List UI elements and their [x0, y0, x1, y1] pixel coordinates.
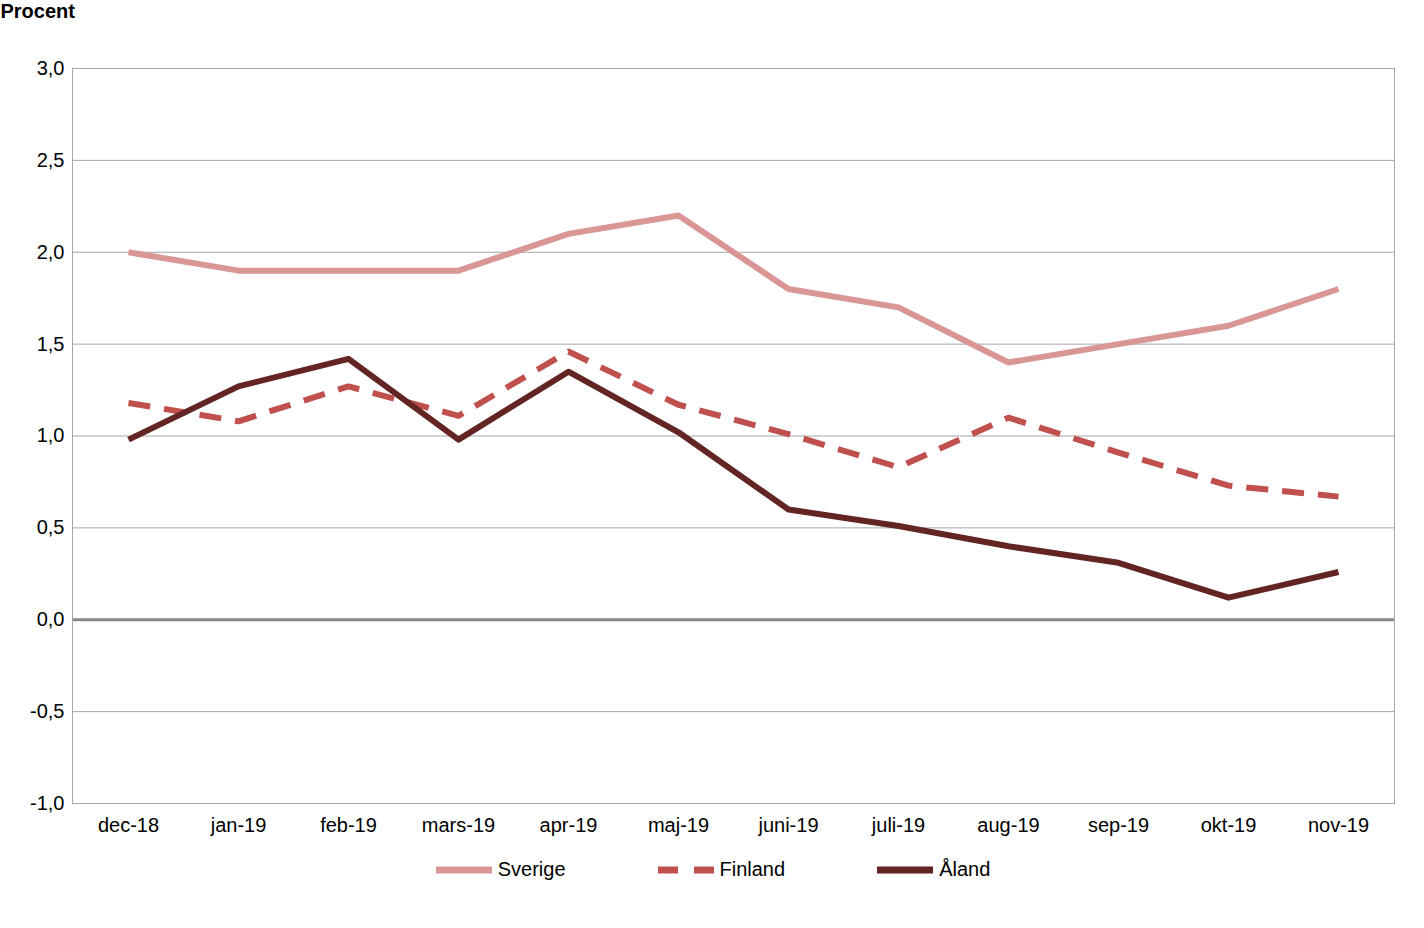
svg-text:0,5: 0,5	[37, 516, 65, 538]
svg-text:juli-19: juli-19	[871, 814, 925, 836]
svg-text:nov-19: nov-19	[1308, 814, 1369, 836]
svg-text:1,5: 1,5	[37, 333, 65, 355]
svg-text:feb-19: feb-19	[320, 814, 377, 836]
html-text:Åland: Åland	[939, 858, 991, 880]
svg-text:1,0: 1,0	[37, 424, 65, 446]
svg-text:2,0: 2,0	[37, 241, 65, 263]
svg-text:Procent: Procent	[1, 0, 76, 22]
svg-text:0,0: 0,0	[37, 608, 65, 630]
svg-text:2,5: 2,5	[37, 149, 65, 171]
svg-text:dec-18: dec-18	[98, 814, 159, 836]
svg-text:-0,5: -0,5	[30, 700, 64, 722]
svg-text:jan-19: jan-19	[210, 814, 267, 836]
svg-text:-1,0: -1,0	[30, 792, 64, 814]
html-text:Finland: Finland	[719, 858, 786, 880]
svg-text:3,0: 3,0	[37, 57, 65, 79]
svg-text:aug-19: aug-19	[977, 814, 1039, 836]
svg-text:mars-19: mars-19	[422, 814, 495, 836]
html-text:Sverige: Sverige	[497, 858, 566, 880]
svg-text:juni-19: juni-19	[757, 814, 818, 836]
svg-text:maj-19: maj-19	[648, 814, 709, 836]
svg-text:apr-19: apr-19	[540, 814, 598, 836]
svg-text:sep-19: sep-19	[1088, 814, 1149, 836]
svg-text:okt-19: okt-19	[1201, 814, 1257, 836]
